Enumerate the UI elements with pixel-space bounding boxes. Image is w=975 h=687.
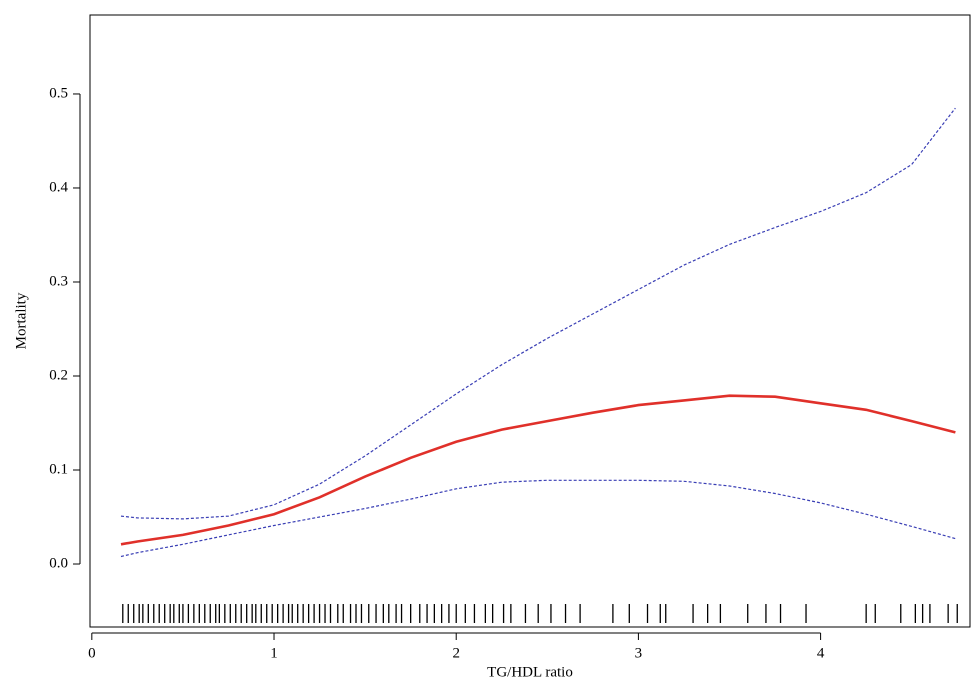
- y-tick-label: 0.4: [49, 179, 68, 195]
- confidence-band: [120, 479, 956, 558]
- confidence-band: [120, 107, 956, 520]
- y-axis-title: Mortality: [13, 292, 29, 349]
- x-axis-title: TG/HDL ratio: [487, 664, 573, 680]
- y-tick-label: 0.3: [49, 273, 68, 289]
- plot-frame: [89, 14, 971, 628]
- fit-line: [120, 394, 956, 546]
- x-tick-label: 3: [635, 645, 643, 661]
- y-tick-label: 0.2: [49, 367, 68, 383]
- y-tick-label: 0.1: [49, 461, 68, 477]
- y-tick-label: 0.0: [49, 555, 68, 571]
- y-tick-label: 0.5: [49, 85, 68, 101]
- x-tick-label: 4: [817, 645, 825, 661]
- x-tick-label: 0: [88, 645, 96, 661]
- x-tick-label: 2: [452, 645, 460, 661]
- x-tick-label: 1: [270, 645, 278, 661]
